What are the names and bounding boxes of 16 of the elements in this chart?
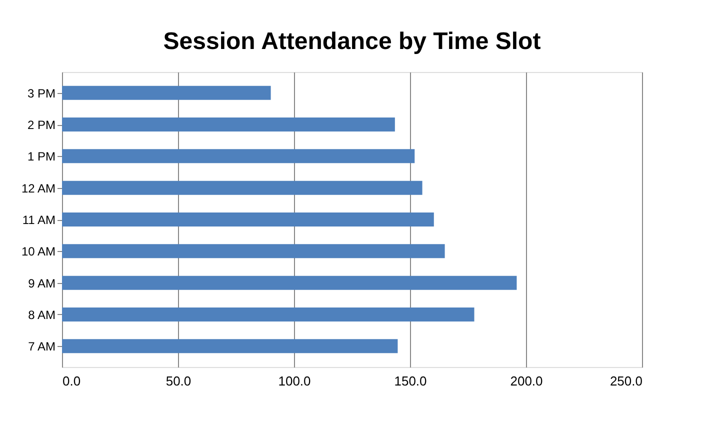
y-tick-label: 11 AM (22, 213, 56, 227)
y-tick-label: 8 AM (28, 308, 56, 322)
x-tick-label: 0.0 (62, 374, 81, 388)
y-tick-label: 2 PM (27, 118, 56, 132)
x-tick-label: 200.0 (510, 374, 543, 388)
y-tick-label: 10 AM (21, 244, 56, 259)
y-tick-label: 12 AM (21, 181, 56, 196)
x-tick-label: 250.0 (610, 374, 642, 388)
y-tick-label: 1 PM (27, 150, 56, 164)
y-tick-label: 7 AM (28, 340, 56, 354)
y-tick-label: 3 PM (27, 86, 56, 100)
y-tick-label: 9 AM (28, 276, 56, 290)
x-tick-label: 50.0 (166, 374, 192, 388)
chart-title: Session Attendance by Time Slot (163, 28, 541, 55)
x-tick-label: 150.0 (394, 374, 427, 388)
x-tick-label: 100.0 (278, 374, 311, 388)
